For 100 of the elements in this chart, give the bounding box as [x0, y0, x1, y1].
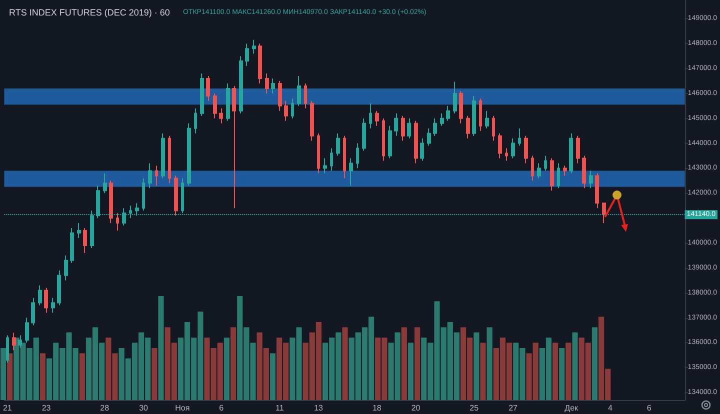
bar: [414, 327, 420, 400]
bar: [0, 348, 6, 400]
candlestick: [265, 73, 269, 94]
candlestick: [200, 73, 204, 116]
bar: [408, 342, 414, 400]
candlestick: [239, 56, 243, 114]
candlestick: [576, 135, 580, 164]
candlestick: [343, 135, 346, 179]
bar: [480, 342, 486, 400]
bar: [224, 338, 230, 400]
candlestick: [155, 165, 158, 186]
candlestick: [433, 118, 437, 136]
candlestick: [57, 270, 61, 306]
candlestick: [245, 43, 249, 67]
candlestick: [148, 162, 152, 189]
bar: [559, 348, 565, 400]
x-tick-label: 25: [470, 404, 480, 412]
candlestick: [420, 138, 424, 162]
candlestick: [414, 120, 418, 164]
candlestick: [194, 108, 197, 134]
x-tick-label: 6: [219, 404, 224, 412]
x-tick-label: 13: [314, 404, 324, 412]
candlestick: [369, 102, 372, 129]
candlestick: [226, 82, 230, 122]
candlestick: [38, 284, 42, 306]
x-tick-label: 18: [372, 404, 382, 412]
candlestick: [330, 148, 333, 172]
bar: [230, 327, 236, 400]
x-tick-label: 23: [42, 404, 52, 412]
candlestick: [356, 142, 359, 169]
candlestick: [64, 254, 68, 281]
bar: [572, 332, 578, 400]
candlestick: [284, 100, 288, 122]
bar: [152, 348, 158, 400]
bar: [401, 327, 407, 400]
candlestick: [446, 105, 450, 122]
candlestick: [83, 228, 87, 254]
candlestick: [544, 155, 547, 172]
candlestick: [505, 148, 508, 162]
candlestick: [569, 132, 573, 174]
x-tick-label: 4: [608, 404, 614, 412]
candlestick: [453, 81, 457, 114]
candlestick: [252, 39, 256, 54]
candlestick: [317, 132, 320, 174]
candlestick: [382, 118, 385, 162]
bar: [158, 296, 164, 400]
candlestick: [459, 90, 463, 124]
candlestick: [213, 92, 217, 119]
candlestick: [511, 138, 515, 159]
candlestick: [440, 112, 444, 126]
candlestick: [472, 95, 476, 136]
candlestick: [498, 132, 502, 159]
candlestick: [362, 118, 366, 152]
candlestick: [388, 125, 392, 159]
x-tick-label: 27: [508, 404, 518, 412]
candlestick: [116, 212, 119, 232]
candlestick: [168, 135, 171, 184]
candlestick: [174, 175, 178, 216]
candlestick: [44, 287, 48, 314]
x-tick-label: Дек: [564, 404, 579, 412]
candlestick: [258, 43, 262, 84]
bar: [270, 353, 276, 400]
candlestick: [109, 180, 113, 224]
candlestick: [557, 162, 560, 189]
candlestick: [12, 332, 16, 351]
candlestick: [349, 158, 353, 186]
candlestick: [77, 222, 81, 239]
candlestick: [602, 202, 606, 224]
candlestick: [323, 158, 327, 174]
candlestick: [278, 80, 282, 112]
text: RTS INDEX FUTURES (DEC 2019) · 60: [9, 8, 170, 18]
bar: [7, 353, 13, 400]
bar: [566, 342, 572, 400]
candlestick: [401, 115, 405, 142]
candlestick: [103, 172, 107, 194]
candlestick: [31, 297, 35, 326]
candlestick: [271, 78, 275, 94]
x-tick-label: 6: [646, 404, 652, 412]
x-tick-label: 30: [139, 404, 149, 412]
bar: [79, 353, 85, 400]
candlestick: [6, 334, 9, 364]
candlestick: [394, 112, 398, 136]
candlestick: [589, 170, 593, 189]
candlestick: [142, 178, 145, 212]
candlestick: [427, 128, 431, 146]
candlestick: [51, 297, 55, 314]
x-tick-label: 20: [411, 404, 421, 412]
candlestick: [485, 110, 489, 129]
x-tick-label: 28: [100, 404, 110, 412]
x-tick-label: Ноя: [175, 404, 190, 412]
candlestick: [297, 76, 301, 106]
candlestick: [291, 98, 294, 119]
bar: [40, 353, 46, 400]
candlestick: [479, 98, 482, 132]
candlestick: [161, 132, 165, 179]
candlestick: [537, 162, 541, 179]
candlestick: [492, 115, 495, 142]
candlestick: [219, 108, 223, 124]
candlestick: [310, 100, 314, 142]
candlestick: [531, 155, 534, 182]
